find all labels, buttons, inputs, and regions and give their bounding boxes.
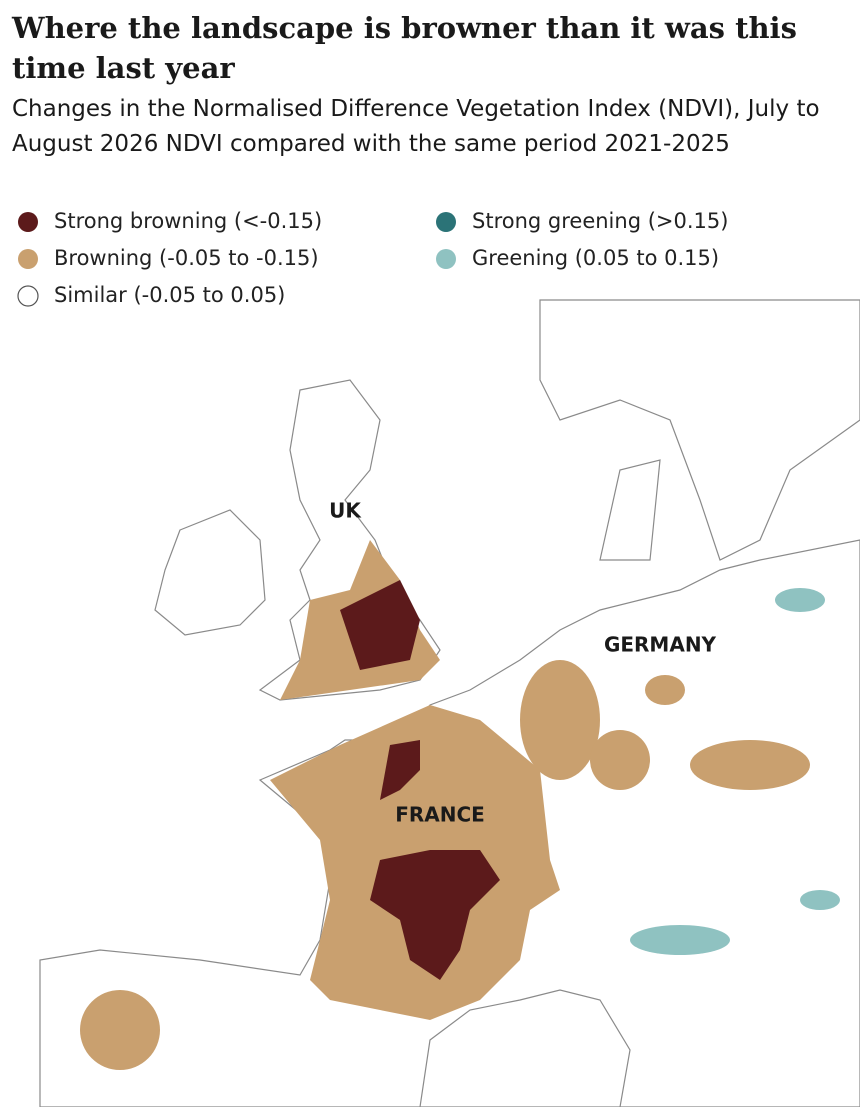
place-label: FRANCE bbox=[395, 803, 485, 827]
place-label: UK bbox=[329, 499, 362, 523]
legend-label: Strong browning (<-0.15) bbox=[54, 209, 322, 233]
title: Where the landscape is browner than it w… bbox=[12, 11, 797, 85]
greening-area bbox=[630, 925, 730, 955]
browning-area bbox=[590, 730, 650, 790]
browning-area bbox=[520, 660, 600, 780]
legend-swatch bbox=[18, 212, 38, 232]
ireland bbox=[154, 509, 266, 636]
strong-browning-area bbox=[340, 580, 420, 670]
legend-swatch bbox=[436, 249, 456, 269]
browning-area bbox=[645, 675, 685, 705]
legend-swatch bbox=[436, 212, 456, 232]
denmark bbox=[599, 459, 661, 561]
scandinavia bbox=[539, 299, 860, 561]
legend-label: Strong greening (>0.15) bbox=[472, 209, 728, 233]
browning-area bbox=[690, 740, 810, 790]
strong-browning-area bbox=[370, 850, 500, 980]
greening-area bbox=[775, 588, 825, 612]
mediterranean-coast bbox=[419, 989, 631, 1107]
strong-browning-area bbox=[380, 740, 420, 800]
legend: Strong browning (<-0.15) Browning (-0.05 … bbox=[17, 209, 728, 307]
legend-label: Browning (-0.05 to -0.15) bbox=[54, 246, 319, 270]
legend-label: Greening (0.05 to 0.15) bbox=[472, 246, 719, 270]
map-labels: UK GERMANY FRANCE bbox=[329, 499, 716, 827]
legend-label: Similar (-0.05 to 0.05) bbox=[54, 283, 285, 307]
greening-area bbox=[800, 890, 840, 910]
subtitle: Changes in the Normalised Difference Veg… bbox=[12, 96, 820, 157]
legend-swatch bbox=[17, 285, 39, 307]
ndvi-patches bbox=[80, 540, 840, 1070]
browning-area bbox=[80, 990, 160, 1070]
place-label: GERMANY bbox=[604, 633, 717, 657]
legend-swatch bbox=[18, 249, 38, 269]
